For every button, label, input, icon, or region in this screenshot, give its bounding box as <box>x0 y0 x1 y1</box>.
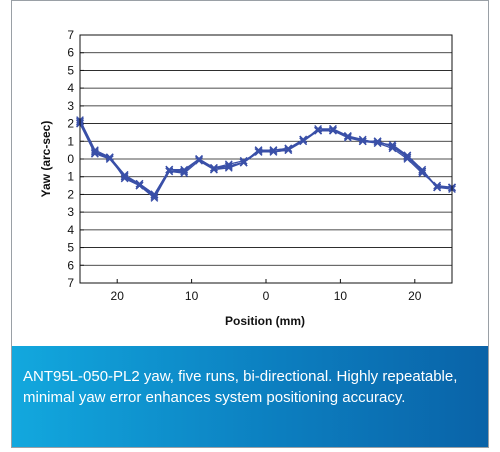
data-point <box>135 179 144 188</box>
data-point <box>150 194 159 202</box>
y-tick-label: 4 <box>67 81 74 95</box>
data-point <box>403 151 412 160</box>
series-run <box>76 119 456 199</box>
y-axis-title: Yaw (arc-sec) <box>39 121 53 198</box>
series-run <box>76 117 456 199</box>
data-point <box>343 132 352 140</box>
data-point <box>254 146 263 155</box>
series-run <box>76 119 456 201</box>
data-point <box>90 149 99 158</box>
data-point <box>329 126 337 135</box>
y-tick-label: 5 <box>67 63 74 77</box>
data-point <box>120 174 129 183</box>
data-point <box>254 148 263 156</box>
y-tick-label: 6 <box>67 258 74 272</box>
grid-lines <box>80 34 452 284</box>
data-point <box>314 126 322 135</box>
data-point <box>388 142 397 151</box>
series-run <box>76 116 456 199</box>
x-tick-labels: 20 10 0 10 20 <box>111 289 422 303</box>
data-point <box>299 135 308 144</box>
caption-text: ANT95L-050-PL2 yaw, five runs, bi-direct… <box>23 368 458 406</box>
y-tick-label: 6 <box>67 46 74 60</box>
y-tick-label: 1 <box>67 170 74 184</box>
data-point <box>418 167 427 176</box>
data-point <box>269 146 278 155</box>
data-point <box>358 137 367 146</box>
series-lines <box>76 116 456 202</box>
y-tick-labels: 7 6 5 4 3 2 1 0 1 2 3 4 5 6 7 <box>67 28 74 290</box>
data-point <box>195 156 203 165</box>
data-point <box>120 172 129 181</box>
data-point <box>299 137 308 146</box>
plot-frame <box>79 34 453 284</box>
data-point <box>150 190 159 199</box>
series-line <box>79 123 453 197</box>
y-tick-label: 1 <box>67 134 74 148</box>
data-point <box>105 155 114 163</box>
x-axis-title: Position (mm) <box>225 314 305 328</box>
y-tick-label: 2 <box>67 117 74 131</box>
y-tick-label: 7 <box>67 276 74 290</box>
x-tick-label: 20 <box>408 289 422 303</box>
data-point <box>433 183 442 192</box>
data-point <box>418 169 427 178</box>
y-tick-label: 3 <box>67 205 74 219</box>
data-point <box>403 155 412 163</box>
y-tick-label: 4 <box>67 223 74 237</box>
data-point <box>105 153 114 162</box>
y-tick-label: 5 <box>67 241 74 255</box>
series-run <box>76 117 456 202</box>
y-tick-label: 7 <box>67 28 74 42</box>
y-tick-label: 3 <box>67 99 74 113</box>
x-tick-label: 20 <box>111 289 125 303</box>
data-point <box>195 155 203 163</box>
data-point <box>284 146 293 155</box>
data-point <box>90 148 99 156</box>
x-tick-label: 10 <box>185 289 199 303</box>
y-tick-label: 2 <box>67 187 74 201</box>
data-point <box>284 144 293 153</box>
data-point <box>239 158 248 167</box>
data-point <box>373 137 382 146</box>
data-point <box>224 162 233 170</box>
data-point <box>165 165 174 174</box>
data-point <box>180 167 189 176</box>
data-point <box>210 163 218 172</box>
x-tick-label: 10 <box>334 289 348 303</box>
data-point <box>403 153 412 162</box>
x-tick-label: 0 <box>263 289 270 303</box>
y-tick-label: 0 <box>67 152 74 166</box>
caption-panel: ANT95L-050-PL2 yaw, five runs, bi-direct… <box>12 346 488 447</box>
